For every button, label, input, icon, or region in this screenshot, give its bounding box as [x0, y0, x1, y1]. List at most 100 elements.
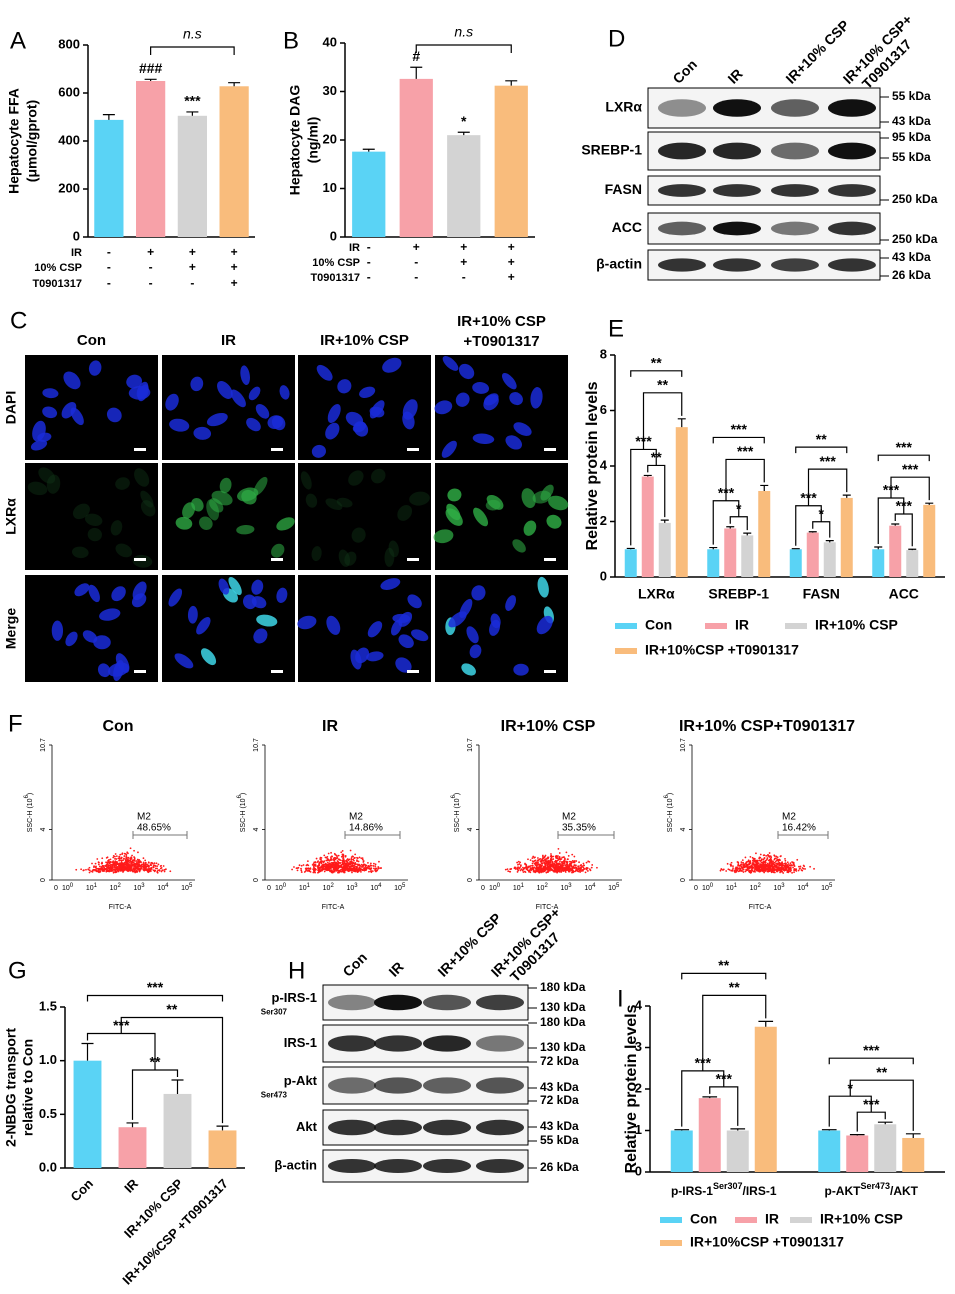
- event: [318, 870, 321, 873]
- event: [314, 871, 316, 874]
- y-tick-label: 0.5: [39, 1106, 57, 1121]
- bar: [399, 78, 433, 237]
- event: [571, 870, 574, 873]
- event: [361, 857, 364, 860]
- nucleus: [512, 539, 526, 553]
- event: [751, 860, 754, 862]
- event: [329, 859, 332, 861]
- event: [567, 866, 570, 869]
- event: [354, 862, 357, 864]
- flow-x-tick-base: 10: [726, 885, 734, 892]
- event: [776, 866, 779, 869]
- nucleus: [169, 418, 190, 432]
- nucleus: [530, 387, 543, 409]
- blot-band: [374, 1077, 422, 1094]
- error-bar: [643, 474, 652, 477]
- event: [146, 863, 149, 866]
- nucleus: [87, 527, 102, 542]
- condition-mark: -: [414, 255, 418, 269]
- event: [357, 860, 360, 863]
- event: [757, 864, 760, 867]
- nucleus: [472, 433, 495, 444]
- event: [579, 864, 582, 867]
- event: [293, 866, 295, 868]
- event: [356, 866, 359, 868]
- event: [148, 867, 151, 870]
- event: [765, 869, 768, 871]
- event: [326, 855, 329, 858]
- event: [541, 862, 544, 865]
- event: [312, 868, 315, 871]
- event: [525, 863, 527, 866]
- event: [571, 853, 574, 856]
- y-tick-label: 800: [58, 36, 80, 51]
- event: [320, 858, 322, 861]
- nucleus: [228, 576, 242, 596]
- event: [522, 868, 525, 871]
- event: [766, 867, 769, 870]
- nucleus: [115, 653, 130, 673]
- event: [308, 869, 311, 872]
- event: [582, 866, 585, 869]
- blot-band: [328, 1035, 376, 1052]
- event: [747, 863, 750, 866]
- scale-bar: [134, 558, 146, 561]
- event: [796, 858, 799, 861]
- event: [378, 860, 380, 863]
- event: [745, 869, 748, 872]
- nucleus: [434, 400, 453, 415]
- bar: [219, 86, 249, 237]
- event: [340, 864, 343, 867]
- flow-x-tick-base: 10: [821, 885, 829, 892]
- error-bar: [677, 418, 686, 428]
- significance-bracket: [890, 476, 930, 501]
- event: [140, 861, 143, 864]
- flow-x-tick-exp: 5: [189, 883, 193, 889]
- event: [329, 866, 332, 868]
- y-tick-label: 3: [635, 1039, 642, 1054]
- event: [127, 860, 130, 863]
- lane-label: IR+10% CSP+T0901317: [839, 11, 927, 99]
- row-label: LXRα: [3, 498, 19, 535]
- micrograph: [25, 575, 158, 682]
- error-bar: [102, 114, 115, 120]
- event: [782, 872, 785, 874]
- error-bar: [905, 1133, 921, 1138]
- flow-x-label: FITC-A: [109, 904, 132, 911]
- event: [786, 869, 789, 872]
- event: [573, 864, 576, 866]
- event: [753, 859, 756, 862]
- event: [726, 862, 729, 865]
- event: [169, 870, 172, 873]
- event: [775, 855, 778, 858]
- flow-x-tick-exp: 4: [165, 883, 169, 889]
- event: [364, 865, 367, 868]
- event: [751, 863, 754, 865]
- event: [579, 871, 581, 873]
- event: [527, 865, 530, 868]
- significance-label: ***: [863, 1042, 880, 1058]
- y-axis-label: Relative protein levels: [623, 1004, 640, 1173]
- scale-bar: [271, 448, 283, 451]
- event: [118, 855, 121, 858]
- event: [572, 861, 575, 864]
- event: [753, 868, 756, 870]
- event: [781, 870, 783, 873]
- marker-label: 250 kDa: [892, 232, 938, 246]
- flow-x-tick-label: 100: [702, 883, 714, 892]
- marker-label: 26 kDa: [540, 1160, 579, 1174]
- event: [87, 868, 90, 871]
- nucleus: [140, 500, 156, 517]
- nucleus: [279, 385, 290, 400]
- event: [571, 860, 574, 862]
- significance-label: n.s: [454, 24, 473, 40]
- event: [325, 863, 328, 866]
- event: [373, 862, 375, 865]
- flow-x-tick-exp: 0: [283, 883, 287, 889]
- event: [112, 868, 115, 871]
- event: [112, 856, 115, 859]
- bar: [94, 119, 124, 237]
- nucleus: [174, 653, 194, 669]
- event: [744, 856, 747, 859]
